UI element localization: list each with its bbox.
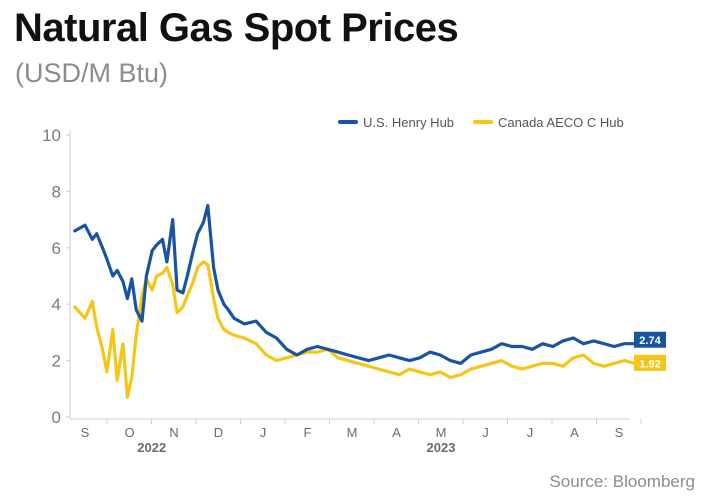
x-tick-label: M — [436, 425, 447, 440]
source-note: Source: Bloomberg — [549, 472, 695, 491]
x-tick-label: M — [347, 425, 358, 440]
legend-label-henry-hub: U.S. Henry Hub — [363, 115, 454, 130]
legend-label-aeco: Canada AECO C Hub — [498, 115, 624, 130]
x-tick-label: F — [304, 425, 312, 440]
x-tick-label: J — [482, 425, 489, 440]
end-label-henry-hub: 2.74 — [639, 335, 661, 347]
x-tick-label: A — [392, 425, 401, 440]
x-tick-label: O — [124, 425, 134, 440]
x-tick-label: J — [527, 425, 534, 440]
y-tick-label: 0 — [52, 408, 61, 427]
y-tick-label: 6 — [52, 239, 61, 258]
x-tick-label: S — [615, 425, 624, 440]
chart-title: Natural Gas Spot Prices — [14, 6, 459, 50]
series-line-canada-aeco-c-hub — [73, 260, 656, 399]
x-tick-label: D — [214, 425, 223, 440]
x-year-label: 2023 — [427, 440, 456, 455]
end-badge-henry-hub — [634, 331, 666, 348]
y-tick-label: 10 — [42, 126, 61, 145]
series-line-u-s-henry-hub — [73, 203, 656, 365]
end-badge-aeco — [634, 354, 666, 371]
x-tick-label: S — [81, 425, 90, 440]
y-tick-label: 4 — [52, 295, 61, 314]
y-tick-label: 8 — [52, 182, 61, 201]
end-label-aeco: 1.92 — [639, 358, 660, 370]
x-tick-label: N — [169, 425, 178, 440]
chart-subtitle: (USD/M Btu) — [15, 58, 169, 88]
x-year-label: 2022 — [137, 440, 166, 455]
x-tick-label: J — [260, 425, 267, 440]
y-tick-label: 2 — [52, 352, 61, 371]
x-tick-label: A — [570, 425, 579, 440]
